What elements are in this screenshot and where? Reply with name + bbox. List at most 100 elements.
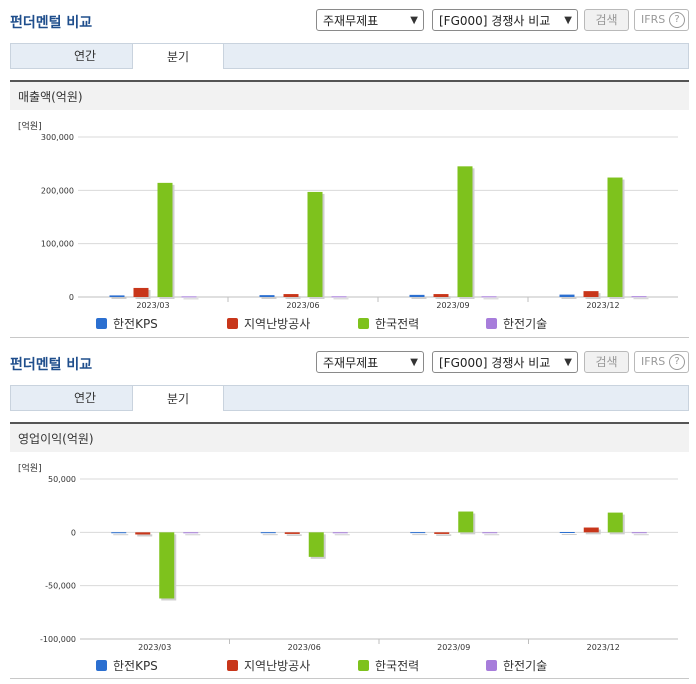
bar bbox=[559, 532, 575, 534]
panel-title: 펀더멘털 비교 bbox=[10, 15, 93, 31]
legend-swatch-district-heating bbox=[227, 660, 238, 671]
x-tick-label: 2023/12 bbox=[587, 643, 620, 652]
bar bbox=[331, 296, 347, 298]
section-header: 영업이익(억원) bbox=[10, 422, 689, 452]
statement-select-value: 주재무제표 bbox=[323, 14, 379, 28]
peer-select-value: [FG000] 경쟁사 비교 bbox=[439, 14, 551, 28]
operating-income-chart: [억원] -100,000 -50,000 0 50,000 2023/03 2023/06… bbox=[18, 462, 678, 652]
tab-quarterly[interactable]: 분기 bbox=[132, 385, 224, 411]
bar bbox=[135, 532, 151, 535]
section-title: 매출액(억원) bbox=[18, 90, 83, 104]
x-tick-label: 2023/03 bbox=[138, 643, 171, 652]
help-icon[interactable]: ? bbox=[669, 354, 685, 370]
legend-label: 지역난방공사 bbox=[244, 317, 311, 331]
bar bbox=[457, 166, 473, 297]
bar bbox=[259, 295, 275, 297]
bar-shadow bbox=[262, 534, 278, 536]
bar bbox=[183, 532, 199, 534]
x-tick-label: 2023/06 bbox=[288, 643, 321, 652]
legend-label: 한국전력 bbox=[375, 659, 420, 673]
statement-select-value: 주재무제표 bbox=[323, 356, 379, 370]
bar bbox=[559, 294, 575, 297]
bar-shadow bbox=[334, 534, 350, 536]
legend-label: 한전기술 bbox=[503, 317, 548, 331]
statement-select[interactable]: 주재무제표 ▼ bbox=[316, 9, 424, 31]
bar-shadow bbox=[286, 534, 302, 536]
panel-header: 펀더멘털 비교 주재무제표 ▼ [FG000] 경쟁사 비교 ▼ 검색 IFRS… bbox=[0, 0, 696, 34]
bar bbox=[607, 177, 623, 297]
chevron-down-icon: ▼ bbox=[410, 357, 418, 368]
chevron-down-icon: ▼ bbox=[564, 15, 572, 26]
bar-shadow bbox=[435, 296, 451, 299]
legend-swatch-kepco bbox=[358, 660, 369, 671]
legend-swatch-kepco-enc bbox=[486, 660, 497, 671]
bar-shadow bbox=[436, 534, 452, 536]
section-title: 영업이익(억원) bbox=[18, 432, 94, 446]
y-tick-label: 50,000 bbox=[48, 475, 76, 484]
legend-item-kepco-enc[interactable]: 한전기술 bbox=[486, 315, 547, 332]
section-header: 매출액(억원) bbox=[10, 80, 689, 110]
bar-shadow bbox=[411, 296, 427, 299]
bar-shadow bbox=[483, 298, 499, 300]
search-button[interactable]: 검색 bbox=[584, 351, 629, 373]
search-button[interactable]: 검색 bbox=[584, 9, 629, 31]
x-tick-label: 2023/09 bbox=[437, 643, 470, 652]
tab-quarterly[interactable]: 분기 bbox=[132, 43, 224, 69]
bar-shadow bbox=[285, 296, 301, 299]
bar-shadow bbox=[633, 298, 649, 300]
bar bbox=[308, 532, 324, 557]
bar bbox=[111, 532, 127, 534]
legend-label: 한국전력 bbox=[375, 317, 420, 331]
bar-shadow bbox=[484, 534, 500, 536]
bar-shadow bbox=[261, 297, 277, 299]
legend-item-kepco-enc[interactable]: 한전기술 bbox=[486, 657, 547, 674]
legend-label: 한전기술 bbox=[503, 659, 548, 673]
chevron-down-icon: ▼ bbox=[564, 357, 572, 368]
legend-item-kps[interactable]: 한전KPS bbox=[96, 315, 158, 332]
y-tick-label: -100,000 bbox=[40, 635, 76, 644]
legend-item-kepco[interactable]: 한국전력 bbox=[358, 657, 419, 674]
bar bbox=[482, 532, 498, 534]
period-tabs: 연간 분기 bbox=[10, 43, 689, 69]
bar bbox=[260, 532, 276, 534]
y-tick-label: 0 bbox=[69, 293, 74, 302]
bar bbox=[409, 294, 425, 297]
peer-select-value: [FG000] 경쟁사 비교 bbox=[439, 356, 551, 370]
peer-select[interactable]: [FG000] 경쟁사 비교 ▼ bbox=[432, 9, 578, 31]
y-tick-label: 100,000 bbox=[41, 240, 74, 249]
bar bbox=[157, 182, 173, 297]
tab-annual[interactable]: 연간 bbox=[73, 391, 97, 405]
y-unit-label: [억원] bbox=[18, 120, 42, 132]
ifrs-button[interactable]: IFRS ? bbox=[634, 9, 689, 31]
legend-label: 한전KPS bbox=[113, 317, 158, 331]
x-tick-label: 2023/12 bbox=[586, 301, 619, 310]
bar bbox=[307, 191, 323, 297]
y-tick-label: 0 bbox=[71, 528, 76, 537]
legend-swatch-kps bbox=[96, 660, 107, 671]
legend-item-district-heating[interactable]: 지역난방공사 bbox=[227, 315, 310, 332]
bar bbox=[458, 511, 474, 533]
panel-divider bbox=[10, 337, 689, 338]
ifrs-button[interactable]: IFRS ? bbox=[634, 351, 689, 373]
help-icon[interactable]: ? bbox=[669, 12, 685, 28]
legend-item-kps[interactable]: 한전KPS bbox=[96, 657, 158, 674]
chevron-down-icon: ▼ bbox=[410, 15, 418, 26]
statement-select[interactable]: 주재무제표 ▼ bbox=[316, 351, 424, 373]
period-tabs: 연간 분기 bbox=[10, 385, 689, 411]
panel-divider bbox=[10, 678, 689, 679]
bar bbox=[133, 287, 149, 297]
legend-item-kepco[interactable]: 한국전력 bbox=[358, 315, 419, 332]
tab-annual[interactable]: 연간 bbox=[73, 49, 97, 63]
legend-item-district-heating[interactable]: 지역난방공사 bbox=[227, 657, 310, 674]
y-tick-label: 200,000 bbox=[41, 186, 74, 195]
bar bbox=[631, 296, 647, 298]
bar bbox=[607, 512, 623, 533]
legend-swatch-kps bbox=[96, 318, 107, 329]
bar bbox=[583, 527, 599, 533]
bar-shadow bbox=[137, 534, 153, 537]
legend-swatch-kepco bbox=[358, 318, 369, 329]
bar-shadow bbox=[412, 534, 428, 536]
y-unit-label: [억원] bbox=[18, 462, 42, 474]
legend-label: 한전KPS bbox=[113, 659, 158, 673]
peer-select[interactable]: [FG000] 경쟁사 비교 ▼ bbox=[432, 351, 578, 373]
